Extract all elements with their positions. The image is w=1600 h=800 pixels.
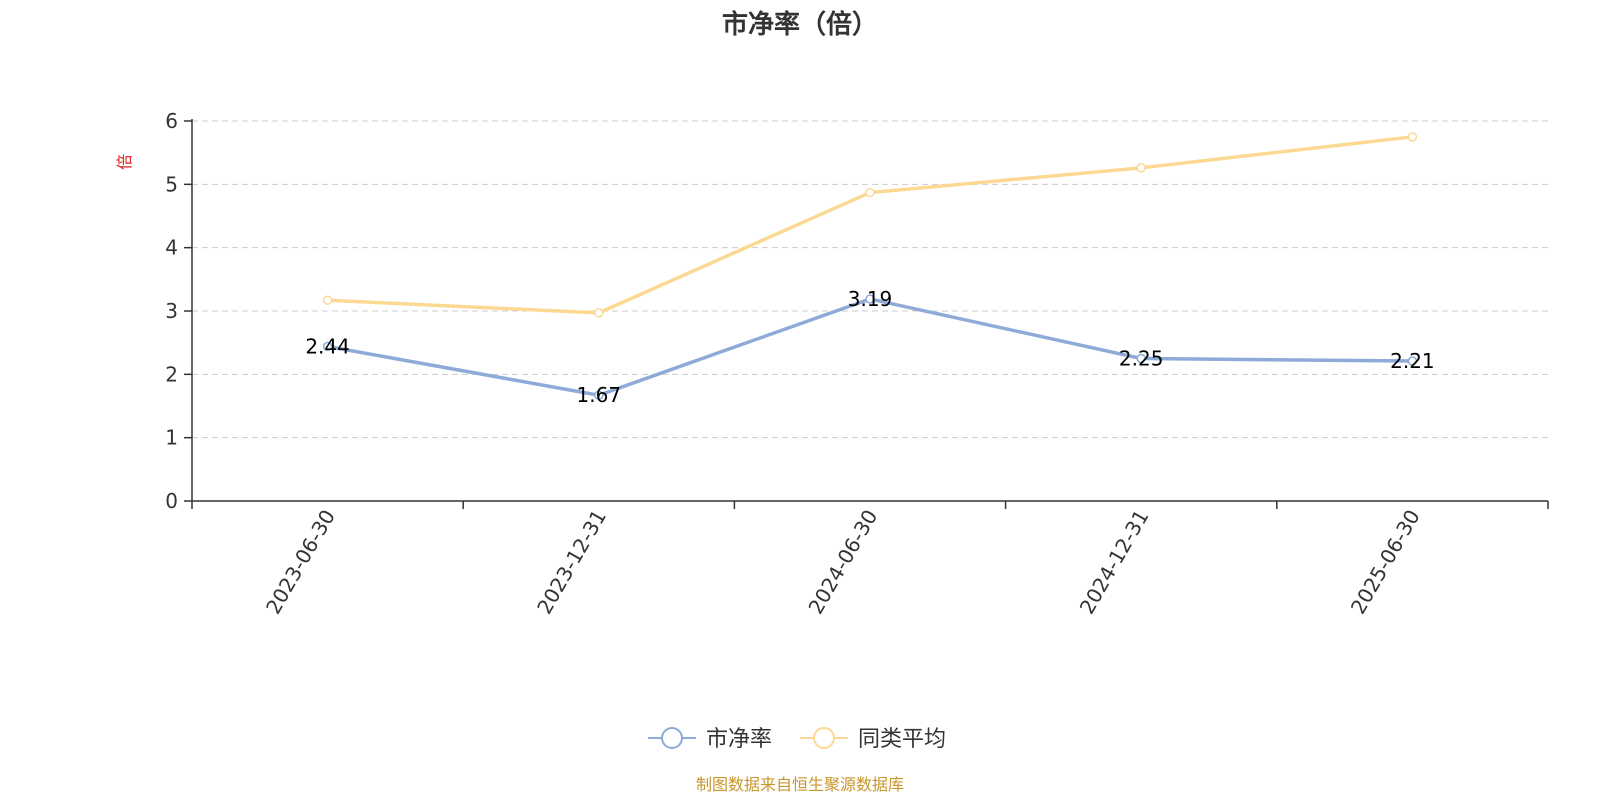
series-pb-point[interactable] — [594, 390, 604, 400]
series-pb-point[interactable] — [1136, 353, 1146, 364]
grid-lines — [192, 120, 1548, 439]
series-peer-average-point[interactable] — [865, 187, 875, 198]
data-label: 1.67 — [577, 383, 622, 407]
legend: 市净率 同类平均 — [648, 727, 946, 752]
data-label: 3.19 — [848, 287, 893, 311]
axes: 0 1 2 3 4 5 6 2023-06-30 2023-12-31 2024-06-30 202… — [165, 109, 1549, 619]
series-pb-point[interactable] — [865, 294, 875, 304]
x-tick-label: 2023-12-31 — [532, 506, 611, 619]
x-tick-label: 2024-06-30 — [803, 506, 882, 619]
y-axis-label: 倍 — [115, 154, 134, 170]
data-label: 2.25 — [1119, 347, 1164, 371]
series-group — [322, 132, 1418, 400]
series-peer-average-point[interactable] — [1136, 163, 1146, 173]
data-label: 2.44 — [305, 334, 350, 358]
chart-title: 市净率（倍） — [722, 9, 878, 40]
series-pb-point[interactable] — [322, 341, 333, 352]
legend-peer-average-circle-icon — [813, 727, 835, 749]
series-pb-line — [325, 297, 1415, 397]
data-labels: 2.44 1.67 3.19 2.25 2.21 — [305, 287, 1434, 407]
data-source-note: 制图数据来自恒生聚源数据库 — [696, 775, 904, 794]
legend-pb-circle-icon — [661, 727, 683, 749]
series-peer-average-point[interactable] — [322, 295, 333, 305]
x-tick-label: 2023-06-30 — [261, 506, 340, 619]
y-tick-label: 0 — [165, 489, 178, 513]
y-tick-label: 4 — [165, 236, 178, 260]
data-label: 2.21 — [1390, 349, 1435, 373]
legend-item-pb[interactable]: 市净率 — [648, 727, 772, 752]
series-peer-average-point[interactable] — [594, 308, 604, 318]
legend-peer-average-label: 同类平均 — [858, 727, 946, 752]
legend-item-peer-average[interactable]: 同类平均 — [800, 727, 946, 752]
legend-pb-label: 市净率 — [706, 727, 772, 752]
series-pb-point[interactable] — [1407, 356, 1418, 366]
y-tick-label: 1 — [165, 426, 178, 450]
y-tick-label: 5 — [165, 172, 178, 196]
x-tick-label: 2025-06-30 — [1346, 506, 1425, 619]
series-peer-average-point[interactable] — [1407, 132, 1418, 142]
y-tick-label: 3 — [165, 299, 178, 323]
y-tick-label: 6 — [165, 109, 178, 133]
y-tick-label: 2 — [165, 362, 178, 386]
x-tick-label: 2024-12-31 — [1075, 506, 1154, 619]
